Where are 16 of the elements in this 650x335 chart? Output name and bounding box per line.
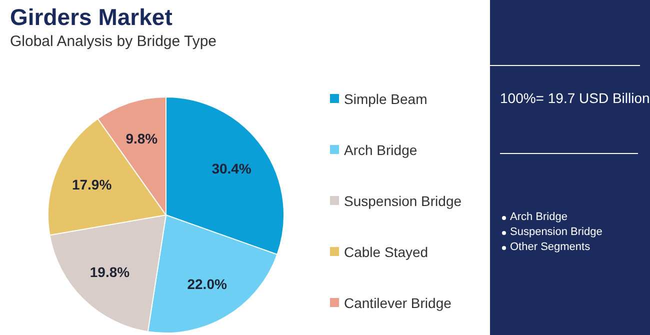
text: 100%= 19.7 USD Billion: [500, 90, 650, 106]
text: Suspension Bridge: [510, 225, 602, 240]
chart-title: Girders Market: [10, 4, 172, 31]
data-label: 30.4%: [212, 160, 252, 177]
data-label: 19.8%: [90, 264, 130, 280]
text: Arch Bridge: [510, 210, 568, 225]
data-label: 17.9%: [72, 176, 112, 192]
legend-label: Arch Bridge: [344, 142, 418, 158]
data-label: 9.8%: [126, 130, 158, 147]
legend-label: Simple Beam: [344, 90, 428, 106]
chart-subtitle: Global Analysis by Bridge Type: [10, 33, 217, 50]
legend-label: Suspension Bridge: [344, 192, 462, 208]
legend-label: Cantilever Bridge: [344, 294, 452, 310]
legend-label: Cable Stayed: [344, 244, 428, 260]
text: Other Segments: [510, 240, 590, 255]
data-label: 22.0%: [187, 276, 228, 292]
